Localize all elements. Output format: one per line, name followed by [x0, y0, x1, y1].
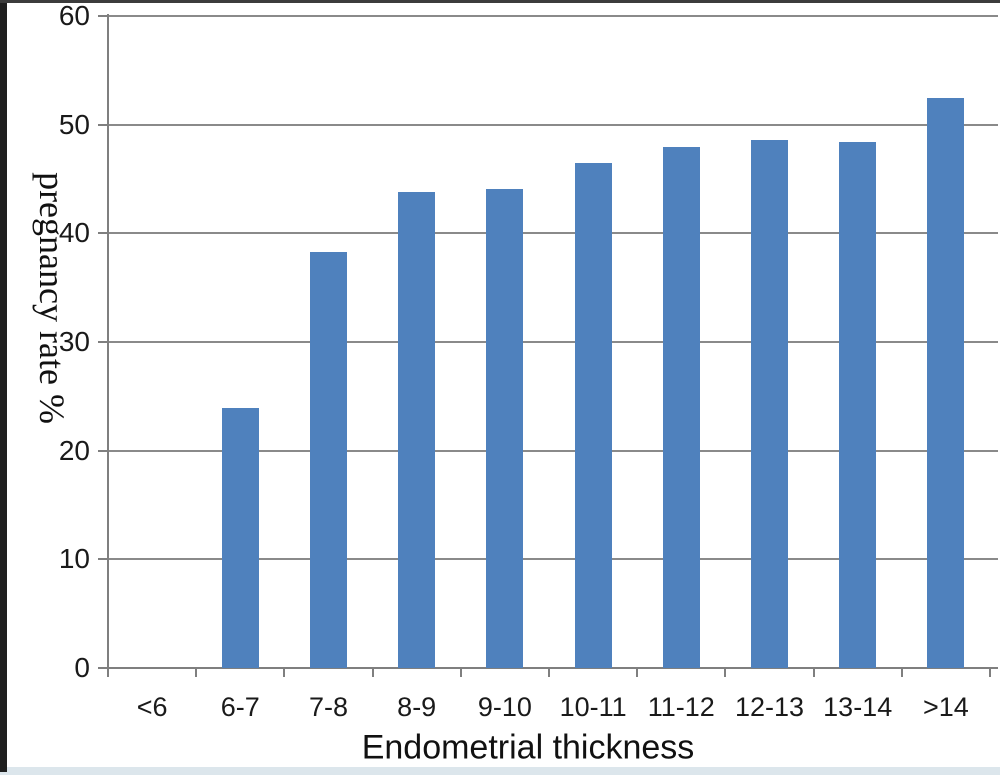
x-axis-tick	[812, 668, 815, 677]
gridline	[108, 15, 998, 17]
y-axis-line	[107, 14, 109, 672]
y-axis-title: pregnancy rate %	[32, 172, 72, 424]
x-axis-tick	[724, 668, 727, 677]
x-tick-label: 6-7	[220, 692, 260, 722]
x-tick-label: 10-11	[559, 692, 627, 722]
bar-6-7	[221, 408, 259, 668]
x-tick-label: 11-12	[647, 692, 715, 722]
left-edge-strip	[0, 0, 7, 772]
y-tick-label: 40	[58, 217, 90, 249]
gridline	[108, 449, 998, 452]
top-edge-strip	[0, 0, 1000, 3]
y-axis-tick	[98, 232, 108, 235]
x-tick-label: 9-10	[477, 692, 532, 722]
y-axis-tick	[98, 123, 108, 126]
gridline	[108, 232, 998, 235]
y-tick-label: 50	[58, 108, 90, 140]
y-tick-label: 0	[74, 652, 90, 683]
x-tick-label: 13-14	[823, 692, 893, 722]
bar-11-12	[662, 147, 700, 668]
y-axis-tick	[98, 449, 108, 452]
x-axis-tick	[107, 668, 109, 677]
x-axis-tick	[636, 668, 639, 677]
bottom-edge-strip	[0, 767, 1000, 775]
x-axis-tick	[459, 668, 462, 677]
bar-9-10	[486, 188, 524, 668]
bar-7-8	[310, 251, 347, 668]
y-axis-tick	[98, 667, 108, 669]
bar-12-13	[751, 139, 788, 668]
x-tick-label: 12-13	[734, 692, 805, 722]
y-axis-tick	[98, 341, 108, 343]
gridline	[108, 558, 998, 561]
y-tick-label: 20	[58, 434, 90, 466]
gridline	[108, 341, 998, 343]
y-tick-label: 10	[58, 543, 90, 575]
x-axis-tick	[195, 668, 198, 677]
x-tick-label: 7-8	[308, 692, 349, 722]
y-axis-tick	[98, 558, 108, 561]
bar->14	[927, 97, 965, 668]
bar-10-11	[574, 162, 612, 668]
x-axis-tick	[371, 668, 374, 677]
x-axis-tick	[989, 668, 991, 677]
x-axis-line	[108, 667, 998, 669]
x-tick-label: >14	[922, 692, 969, 722]
y-tick-label: 30	[58, 326, 90, 357]
x-tick-label: 8-9	[397, 692, 437, 722]
gridline	[108, 123, 998, 126]
x-axis-tick	[283, 668, 286, 677]
x-axis-tick	[548, 668, 550, 677]
bar-13-14	[839, 142, 877, 668]
y-tick-label: 60	[58, 0, 90, 31]
bar-8-9	[398, 192, 436, 668]
x-tick-label: <6	[136, 692, 168, 722]
x-axis-title: Endometrial thickness	[361, 728, 695, 767]
x-axis-tick	[900, 668, 903, 677]
y-axis-tick	[98, 15, 108, 17]
